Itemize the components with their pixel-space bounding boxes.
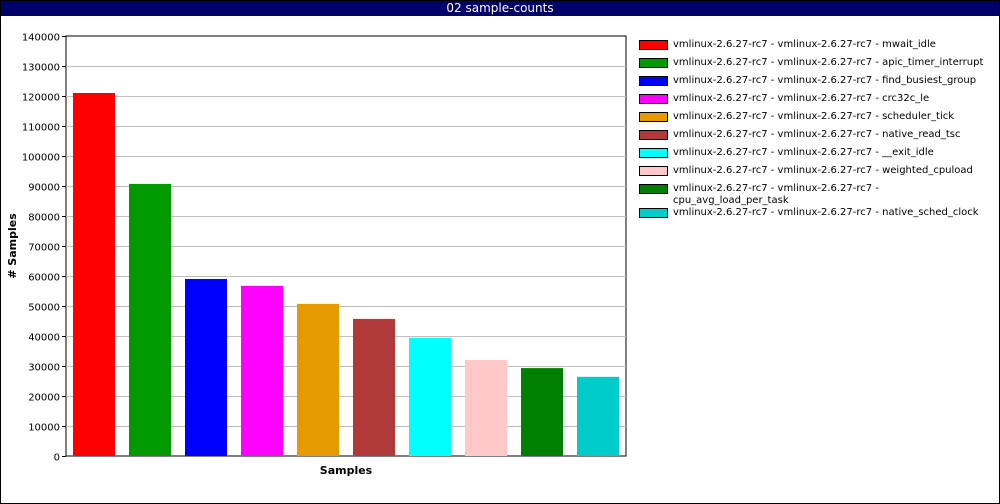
bar — [297, 303, 339, 456]
legend-swatch — [639, 58, 668, 68]
legend-swatch — [639, 94, 668, 104]
legend-swatch — [639, 76, 668, 86]
legend-swatch — [639, 148, 668, 158]
legend-item: vmlinux-2.6.27-rc7 - vmlinux-2.6.27-rc7 … — [639, 111, 995, 129]
y-tick-label: 0 — [54, 453, 60, 464]
legend-swatch — [639, 130, 668, 140]
legend-label: vmlinux-2.6.27-rc7 - vmlinux-2.6.27-rc7 … — [673, 129, 961, 140]
legend-item: vmlinux-2.6.27-rc7 - vmlinux-2.6.27-rc7 … — [639, 165, 995, 183]
legend-label: vmlinux-2.6.27-rc7 - vmlinux-2.6.27-rc7 … — [673, 39, 936, 50]
bar — [185, 279, 227, 456]
legend-swatch — [639, 184, 668, 194]
bar — [73, 93, 115, 456]
legend-item: vmlinux-2.6.27-rc7 - vmlinux-2.6.27-rc7 … — [639, 39, 995, 57]
bar — [353, 318, 395, 456]
bar — [241, 285, 283, 456]
legend-label: vmlinux-2.6.27-rc7 - vmlinux-2.6.27-rc7 … — [673, 111, 955, 122]
y-tick-label: 20000 — [28, 393, 60, 404]
legend: vmlinux-2.6.27-rc7 - vmlinux-2.6.27-rc7 … — [639, 39, 995, 225]
bar — [129, 183, 171, 456]
legend-label: vmlinux-2.6.27-rc7 - vmlinux-2.6.27-rc7 … — [673, 57, 984, 68]
y-tick-label: 110000 — [22, 123, 60, 134]
y-tick-label: 90000 — [28, 183, 60, 194]
y-axis-ticks: 0 10000 20000 30000 40000 50000 60000 70000 8000… — [22, 33, 66, 464]
legend-label: vmlinux-2.6.27-rc7 - vmlinux-2.6.27-rc7 … — [673, 147, 934, 158]
legend-item: vmlinux-2.6.27-rc7 - vmlinux-2.6.27-rc7 … — [639, 93, 995, 111]
y-tick-label: 80000 — [28, 213, 60, 224]
bar — [465, 360, 507, 456]
legend-item: vmlinux-2.6.27-rc7 - vmlinux-2.6.27-rc7 … — [639, 57, 995, 75]
y-axis-label: # Samples — [6, 213, 19, 279]
bar — [409, 337, 451, 456]
y-tick-label: 140000 — [22, 33, 60, 44]
y-tick-label: 30000 — [28, 363, 60, 374]
bar — [577, 376, 619, 456]
legend-item: vmlinux-2.6.27-rc7 - vmlinux-2.6.27-rc7 … — [639, 75, 995, 93]
y-tick-label: 40000 — [28, 333, 60, 344]
y-tick-label: 50000 — [28, 303, 60, 314]
legend-item: vmlinux-2.6.27-rc7 - vmlinux-2.6.27-rc7 … — [639, 183, 995, 207]
legend-label: vmlinux-2.6.27-rc7 - vmlinux-2.6.27-rc7 … — [673, 93, 930, 104]
y-tick-label: 130000 — [22, 63, 60, 74]
y-tick-label: 120000 — [22, 93, 60, 104]
y-tick-label: 100000 — [22, 153, 60, 164]
legend-item: vmlinux-2.6.27-rc7 - vmlinux-2.6.27-rc7 … — [639, 129, 995, 147]
legend-swatch — [639, 40, 668, 50]
window-title: 02 sample-counts — [1, 1, 999, 16]
legend-swatch — [639, 208, 668, 218]
bars — [73, 93, 619, 456]
y-tick-label: 10000 — [28, 423, 60, 434]
legend-item: vmlinux-2.6.27-rc7 - vmlinux-2.6.27-rc7 … — [639, 207, 995, 225]
legend-swatch — [639, 112, 668, 122]
legend-label: vmlinux-2.6.27-rc7 - vmlinux-2.6.27-rc7 … — [673, 165, 973, 176]
legend-item: vmlinux-2.6.27-rc7 - vmlinux-2.6.27-rc7 … — [639, 147, 995, 165]
legend-label: vmlinux-2.6.27-rc7 - vmlinux-2.6.27-rc7 … — [673, 75, 977, 86]
x-axis-label: Samples — [320, 464, 373, 477]
legend-label: vmlinux-2.6.27-rc7 - vmlinux-2.6.27-rc7 … — [673, 207, 979, 218]
legend-swatch — [639, 166, 668, 176]
legend-label: vmlinux-2.6.27-rc7 - vmlinux-2.6.27-rc7 … — [673, 183, 879, 206]
y-tick-label: 70000 — [28, 243, 60, 254]
y-tick-label: 60000 — [28, 273, 60, 284]
bar — [521, 368, 563, 456]
